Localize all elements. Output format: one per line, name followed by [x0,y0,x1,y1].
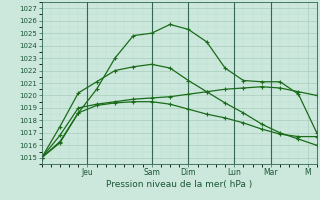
X-axis label: Pression niveau de la mer( hPa ): Pression niveau de la mer( hPa ) [106,180,252,189]
